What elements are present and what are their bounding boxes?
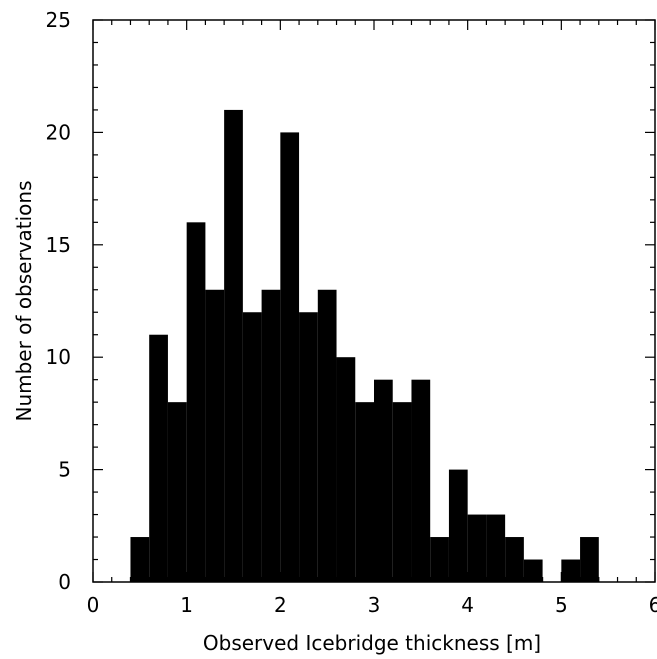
- y-tick-label: 10: [46, 345, 71, 369]
- x-tick-label: 5: [555, 593, 568, 617]
- histogram-bars: [130, 109, 599, 583]
- x-axis-title: Observed Icebridge thickness [m]: [203, 631, 541, 655]
- histogram-bar-10: [317, 289, 337, 582]
- y-tick-label: 0: [58, 570, 71, 594]
- histogram-bar-15: [411, 379, 431, 582]
- x-tick-labels: 0 1 2 3 4 5 6: [87, 593, 657, 617]
- histogram-bar-14: [392, 402, 412, 582]
- x-tick-label: 6: [649, 593, 657, 617]
- x-tick-label: 4: [461, 593, 474, 617]
- histogram-bar-16: [430, 537, 449, 582]
- histogram-bar-20: [505, 537, 524, 582]
- histogram-bar-13: [374, 379, 393, 582]
- x-tick-label: 1: [180, 593, 193, 617]
- histogram-bar-23: [561, 559, 581, 582]
- histogram-bar-2: [167, 402, 187, 582]
- histogram-bar-24: [580, 537, 599, 582]
- y-tick-label: 5: [58, 458, 71, 482]
- x-tick-label: 2: [274, 593, 287, 617]
- histogram-bar-11: [336, 357, 356, 582]
- x-tick-label: 0: [87, 593, 100, 617]
- minor-ticks: [93, 20, 655, 582]
- histogram-bar-4: [205, 289, 225, 582]
- y-tick-labels: 0 5 10 15 20 25: [46, 8, 71, 594]
- histogram-bar-3: [186, 222, 206, 582]
- y-tick-label: 25: [46, 8, 71, 32]
- histogram-bar-9: [299, 312, 318, 582]
- histogram-bar-18: [467, 514, 487, 582]
- plot-frame: [92, 19, 656, 583]
- y-axis-title: Number of observations: [12, 180, 36, 421]
- histogram-bar-19: [486, 514, 506, 582]
- histogram-bar-5: [224, 109, 243, 583]
- y-tick-label: 15: [46, 233, 71, 257]
- histogram-bar-21: [523, 559, 543, 582]
- y-tick-label: 20: [46, 120, 71, 144]
- histogram-bar-0: [130, 537, 150, 582]
- histogram-bar-17: [448, 469, 468, 582]
- histogram-bar-6: [242, 312, 262, 582]
- histogram-bar-1: [149, 334, 168, 582]
- histogram-bar-12: [355, 402, 374, 582]
- x-tick-label: 3: [368, 593, 381, 617]
- histogram-bar-7: [261, 289, 281, 582]
- histogram-bar-8: [280, 132, 300, 582]
